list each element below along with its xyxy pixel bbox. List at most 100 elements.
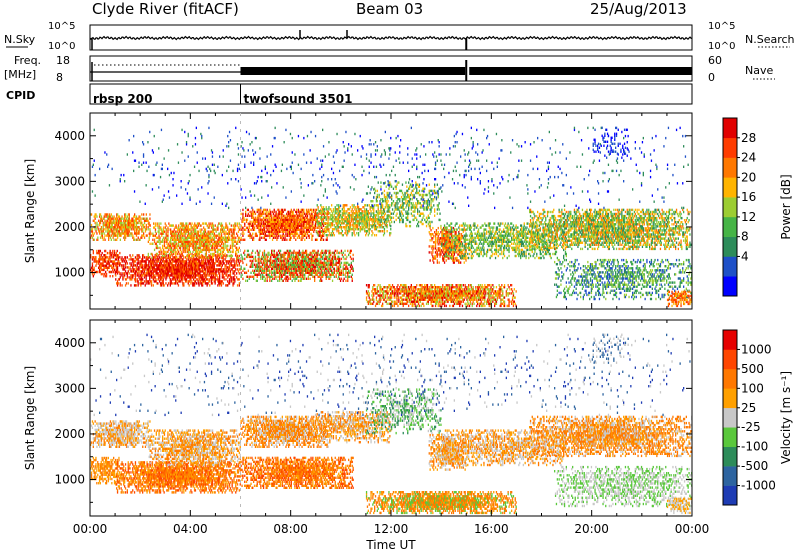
- power-cell: [270, 222, 272, 225]
- power-cell: [210, 258, 213, 261]
- power-cell: [124, 223, 126, 227]
- power-cell: [156, 264, 158, 267]
- power-cell: [101, 256, 103, 259]
- power-cell: [172, 270, 174, 273]
- power-cell: [269, 226, 271, 229]
- power-cell: [116, 268, 119, 271]
- power-cell: [198, 272, 200, 275]
- power-cell: [109, 228, 112, 231]
- power-cell: [113, 266, 115, 269]
- power-cell: [96, 238, 98, 241]
- power-cell: [181, 222, 183, 225]
- power-cell: [165, 274, 167, 277]
- power-cell: [286, 218, 288, 221]
- power-cell: [258, 238, 260, 241]
- power-cell: [179, 256, 181, 259]
- power-cell: [195, 282, 197, 285]
- power-cell: [217, 264, 219, 267]
- power-cell: [165, 258, 167, 261]
- power-cell: [103, 228, 105, 231]
- power-cell: [191, 266, 193, 269]
- power-cell: [137, 262, 139, 265]
- power-cell: [165, 230, 167, 233]
- power-cell: [158, 276, 160, 279]
- power-cell: [167, 262, 170, 265]
- power-cell: [193, 280, 196, 283]
- power-cell: [162, 254, 164, 258]
- power-cell: [198, 262, 200, 265]
- power-cell: [242, 220, 244, 223]
- power-cell: [117, 228, 119, 231]
- power-cell: [167, 270, 169, 273]
- power-cell: [179, 260, 181, 263]
- power-cell: [153, 256, 155, 259]
- power-cell: [186, 226, 188, 229]
- power-cell: [143, 223, 145, 227]
- power-cell: [106, 219, 108, 222]
- power-cell: [236, 242, 239, 245]
- power-cell: [132, 258, 134, 261]
- power-cell: [156, 268, 158, 271]
- power-cell: [138, 217, 140, 220]
- power-cell: [124, 274, 126, 277]
- power-cell: [137, 221, 139, 225]
- power-cell: [178, 228, 180, 231]
- power-cell: [247, 208, 249, 212]
- power-cell: [170, 248, 173, 252]
- power-cell: [289, 212, 292, 216]
- power-cell: [147, 264, 149, 267]
- power-cell: [218, 238, 220, 241]
- power-cell: [202, 262, 205, 265]
- power-cell: [172, 252, 174, 256]
- power-cell: [305, 222, 308, 225]
- power-cell: [309, 277, 311, 280]
- power-cell: [213, 248, 215, 252]
- power-cell: [125, 228, 127, 231]
- power-cell: [170, 274, 172, 277]
- power-cell: [159, 260, 162, 263]
- power-cell: [289, 210, 292, 214]
- power-cell: [171, 258, 173, 261]
- power-cell: [165, 278, 167, 281]
- power-cell: [146, 217, 148, 220]
- power-cell: [210, 280, 213, 283]
- power-cell: [274, 228, 276, 231]
- power-cell: [291, 214, 293, 217]
- power-cell: [104, 249, 106, 253]
- power-cell: [284, 226, 286, 229]
- power-cell: [162, 248, 165, 252]
- power-cell: [115, 274, 117, 277]
- power-cell: [130, 219, 132, 222]
- power-cell: [248, 226, 250, 229]
- power-cell: [186, 246, 188, 250]
- power-cell: [287, 232, 289, 235]
- power-cell: [173, 232, 175, 235]
- power-cell: [279, 220, 282, 223]
- power-cell: [180, 272, 182, 275]
- power-cell: [134, 215, 136, 218]
- power-cell: [214, 282, 216, 285]
- power-cell: [145, 272, 147, 275]
- power-cell: [157, 226, 159, 229]
- power-cell: [291, 230, 293, 233]
- power-cell: [110, 230, 112, 233]
- power-cell: [236, 234, 239, 237]
- power-cell: [94, 217, 96, 220]
- power-cell: [145, 280, 147, 283]
- power-cell: [184, 234, 186, 237]
- power-cell: [153, 234, 155, 237]
- power-cell: [252, 208, 254, 212]
- power-cell: [94, 256, 96, 259]
- power-cell: [197, 252, 199, 256]
- power-cell: [181, 260, 183, 263]
- power-cell: [212, 270, 214, 273]
- power-cell: [174, 232, 176, 235]
- power-cell: [221, 276, 223, 279]
- power-cell: [110, 213, 112, 216]
- power-cell: [180, 250, 182, 254]
- power-cell: [111, 223, 113, 227]
- power-cell: [179, 232, 182, 235]
- power-cell: [194, 246, 196, 250]
- power-cell: [228, 280, 231, 283]
- power-cell: [284, 238, 286, 241]
